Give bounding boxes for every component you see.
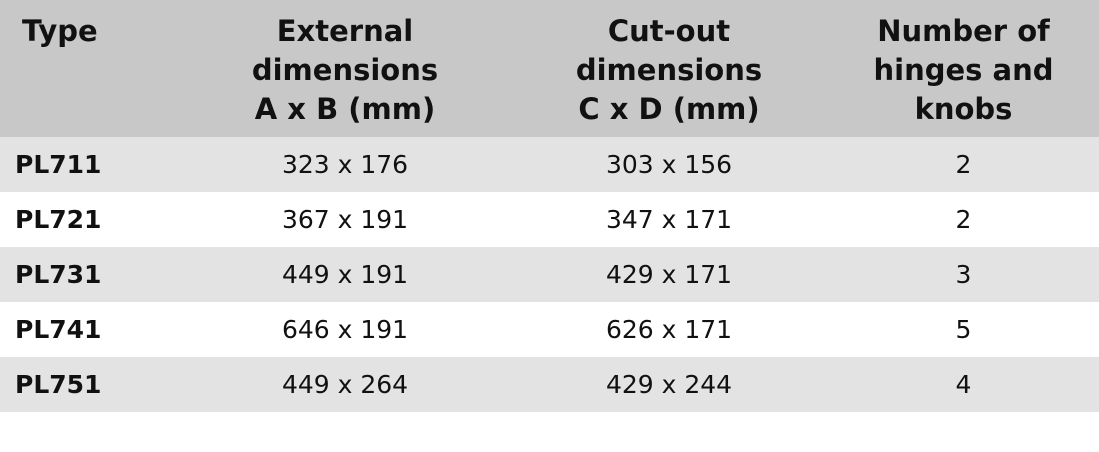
header-text: Type <box>22 14 98 48</box>
table-cell: 429 x 171 <box>490 247 848 302</box>
table-cell: 323 x 176 <box>200 137 490 192</box>
table-cell: PL721 <box>0 192 200 247</box>
table-cell: 646 x 191 <box>200 302 490 357</box>
header-cell: Cut-out dimensions C x D (mm) <box>490 0 848 137</box>
table-cell: PL711 <box>0 137 200 192</box>
header-row: Type External dimensions A x B (mm) Cut-ou… <box>0 0 1099 137</box>
table-cell: 367 x 191 <box>200 192 490 247</box>
table-cell: 4 <box>848 357 1099 412</box>
table-cell: 626 x 171 <box>490 302 848 357</box>
header-cell: Number of hinges and knobs <box>848 0 1099 137</box>
table-cell: 3 <box>848 247 1099 302</box>
table-cell: PL731 <box>0 247 200 302</box>
table-row: PL731 449 x 191 429 x 171 3 <box>0 247 1099 302</box>
spec-table: Type External dimensions A x B (mm) Cut-ou… <box>0 0 1099 412</box>
table-cell: PL741 <box>0 302 200 357</box>
table-header: Type External dimensions A x B (mm) Cut-ou… <box>0 0 1099 137</box>
header-cell: Type <box>0 0 200 137</box>
table-row: PL711 323 x 176 303 x 156 2 <box>0 137 1099 192</box>
table-cell: 347 x 171 <box>490 192 848 247</box>
table-cell: 303 x 156 <box>490 137 848 192</box>
table-cell: 449 x 264 <box>200 357 490 412</box>
header-cell: External dimensions A x B (mm) <box>200 0 490 137</box>
table-row: PL741 646 x 191 626 x 171 5 <box>0 302 1099 357</box>
table-body: PL711 323 x 176 303 x 156 2 PL721 367 x 191 34… <box>0 137 1099 412</box>
table-row: PL751 449 x 264 429 x 244 4 <box>0 357 1099 412</box>
header-text: Number of hinges and knobs <box>873 14 1054 126</box>
header-text: External dimensions A x B (mm) <box>251 14 439 126</box>
table-row: PL721 367 x 191 347 x 171 2 <box>0 192 1099 247</box>
table-cell: 429 x 244 <box>490 357 848 412</box>
table-cell: 5 <box>848 302 1099 357</box>
header-text: Cut-out dimensions C x D (mm) <box>575 14 763 126</box>
table-cell: PL751 <box>0 357 200 412</box>
table-cell: 449 x 191 <box>200 247 490 302</box>
table-cell: 2 <box>848 137 1099 192</box>
table-cell: 2 <box>848 192 1099 247</box>
